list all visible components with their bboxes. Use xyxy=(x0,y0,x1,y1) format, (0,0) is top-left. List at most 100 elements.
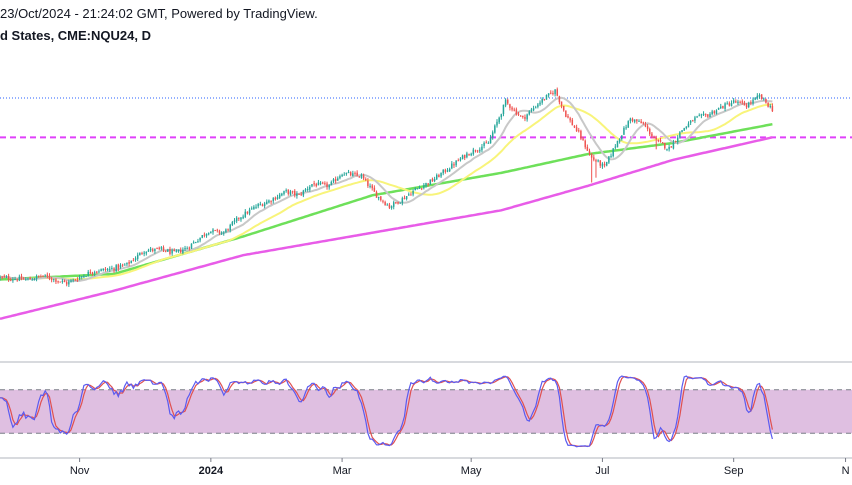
candle xyxy=(53,278,55,283)
candle xyxy=(659,137,662,143)
candle xyxy=(713,110,716,115)
candle-body xyxy=(732,100,735,103)
stochastic-band xyxy=(0,389,852,434)
candle xyxy=(143,250,145,257)
candle-body xyxy=(216,229,219,231)
candle xyxy=(476,149,479,153)
candle xyxy=(218,229,221,235)
candle-body xyxy=(244,211,247,218)
candle xyxy=(621,135,623,141)
candle-body xyxy=(283,191,285,195)
candle-body xyxy=(328,185,330,188)
candle xyxy=(459,157,462,162)
candle xyxy=(618,138,621,144)
candle xyxy=(485,140,487,144)
candle-body xyxy=(162,247,165,251)
candle-body xyxy=(726,103,728,105)
candle-body xyxy=(470,153,472,156)
candle xyxy=(556,87,558,97)
candle-body xyxy=(601,163,604,167)
candle-body xyxy=(468,154,470,156)
candle xyxy=(575,124,578,132)
candle-body xyxy=(466,153,468,158)
candle xyxy=(747,101,750,109)
candle-body xyxy=(268,200,270,203)
candle-body xyxy=(235,217,238,222)
candle-body xyxy=(767,102,769,107)
candle-body xyxy=(556,89,558,96)
candle-body xyxy=(296,193,298,196)
candle xyxy=(629,117,632,124)
candle-body xyxy=(397,201,399,204)
candle xyxy=(457,158,460,162)
candle xyxy=(272,197,274,204)
candle xyxy=(276,194,279,200)
candle-body xyxy=(160,247,163,249)
candle xyxy=(502,104,505,117)
candle-body xyxy=(201,235,203,238)
candle xyxy=(410,192,412,196)
candle-body xyxy=(494,125,496,133)
candle xyxy=(732,98,735,104)
candle-body xyxy=(158,247,160,249)
candle xyxy=(470,152,472,157)
candle-body xyxy=(431,178,434,182)
candle-body xyxy=(173,250,176,252)
candle xyxy=(205,233,208,238)
candle xyxy=(416,188,419,190)
candle xyxy=(121,263,124,268)
candle-body xyxy=(461,155,464,160)
candle-body xyxy=(582,138,584,140)
candle-body xyxy=(255,206,257,208)
candle-body xyxy=(61,280,64,282)
time-axis-label: May xyxy=(461,465,482,477)
candle xyxy=(367,178,369,188)
candle-body xyxy=(0,276,1,278)
candle xyxy=(392,200,395,210)
candle-body xyxy=(612,148,614,157)
candle-body xyxy=(207,233,210,235)
candle-body xyxy=(515,109,518,115)
candle-body xyxy=(35,275,38,279)
candle-body xyxy=(281,193,283,196)
candle-body xyxy=(358,176,361,178)
candle xyxy=(128,260,130,267)
candle xyxy=(676,135,679,145)
candle-body xyxy=(149,248,152,251)
candle xyxy=(106,267,109,272)
candle xyxy=(50,276,53,283)
candle xyxy=(565,110,567,118)
candle-body xyxy=(653,136,655,139)
candle xyxy=(289,189,292,196)
candle-body xyxy=(739,101,741,103)
candle-body xyxy=(618,139,621,142)
candle xyxy=(657,139,660,143)
candle-body xyxy=(459,158,462,161)
candle-body xyxy=(98,271,100,273)
candle xyxy=(605,161,608,167)
candle xyxy=(315,182,318,188)
candle-body xyxy=(3,276,6,278)
candle xyxy=(156,247,158,250)
candle-body xyxy=(330,181,333,185)
candle xyxy=(760,94,763,100)
candles xyxy=(0,87,774,287)
candle xyxy=(558,95,561,105)
candle xyxy=(330,180,333,186)
candle-body xyxy=(240,217,242,220)
candle-body xyxy=(72,279,74,281)
candle-body xyxy=(171,250,173,254)
candle xyxy=(347,169,350,174)
candle-body xyxy=(713,111,716,114)
candle-body xyxy=(238,217,240,219)
candle-body xyxy=(741,101,744,103)
candle-body xyxy=(44,274,46,276)
candle-body xyxy=(313,183,315,185)
candle-body xyxy=(57,281,59,283)
candle-body xyxy=(300,194,302,196)
candle xyxy=(48,273,51,281)
candle-body xyxy=(593,157,595,160)
candle xyxy=(29,276,31,280)
candle-body xyxy=(629,118,632,121)
